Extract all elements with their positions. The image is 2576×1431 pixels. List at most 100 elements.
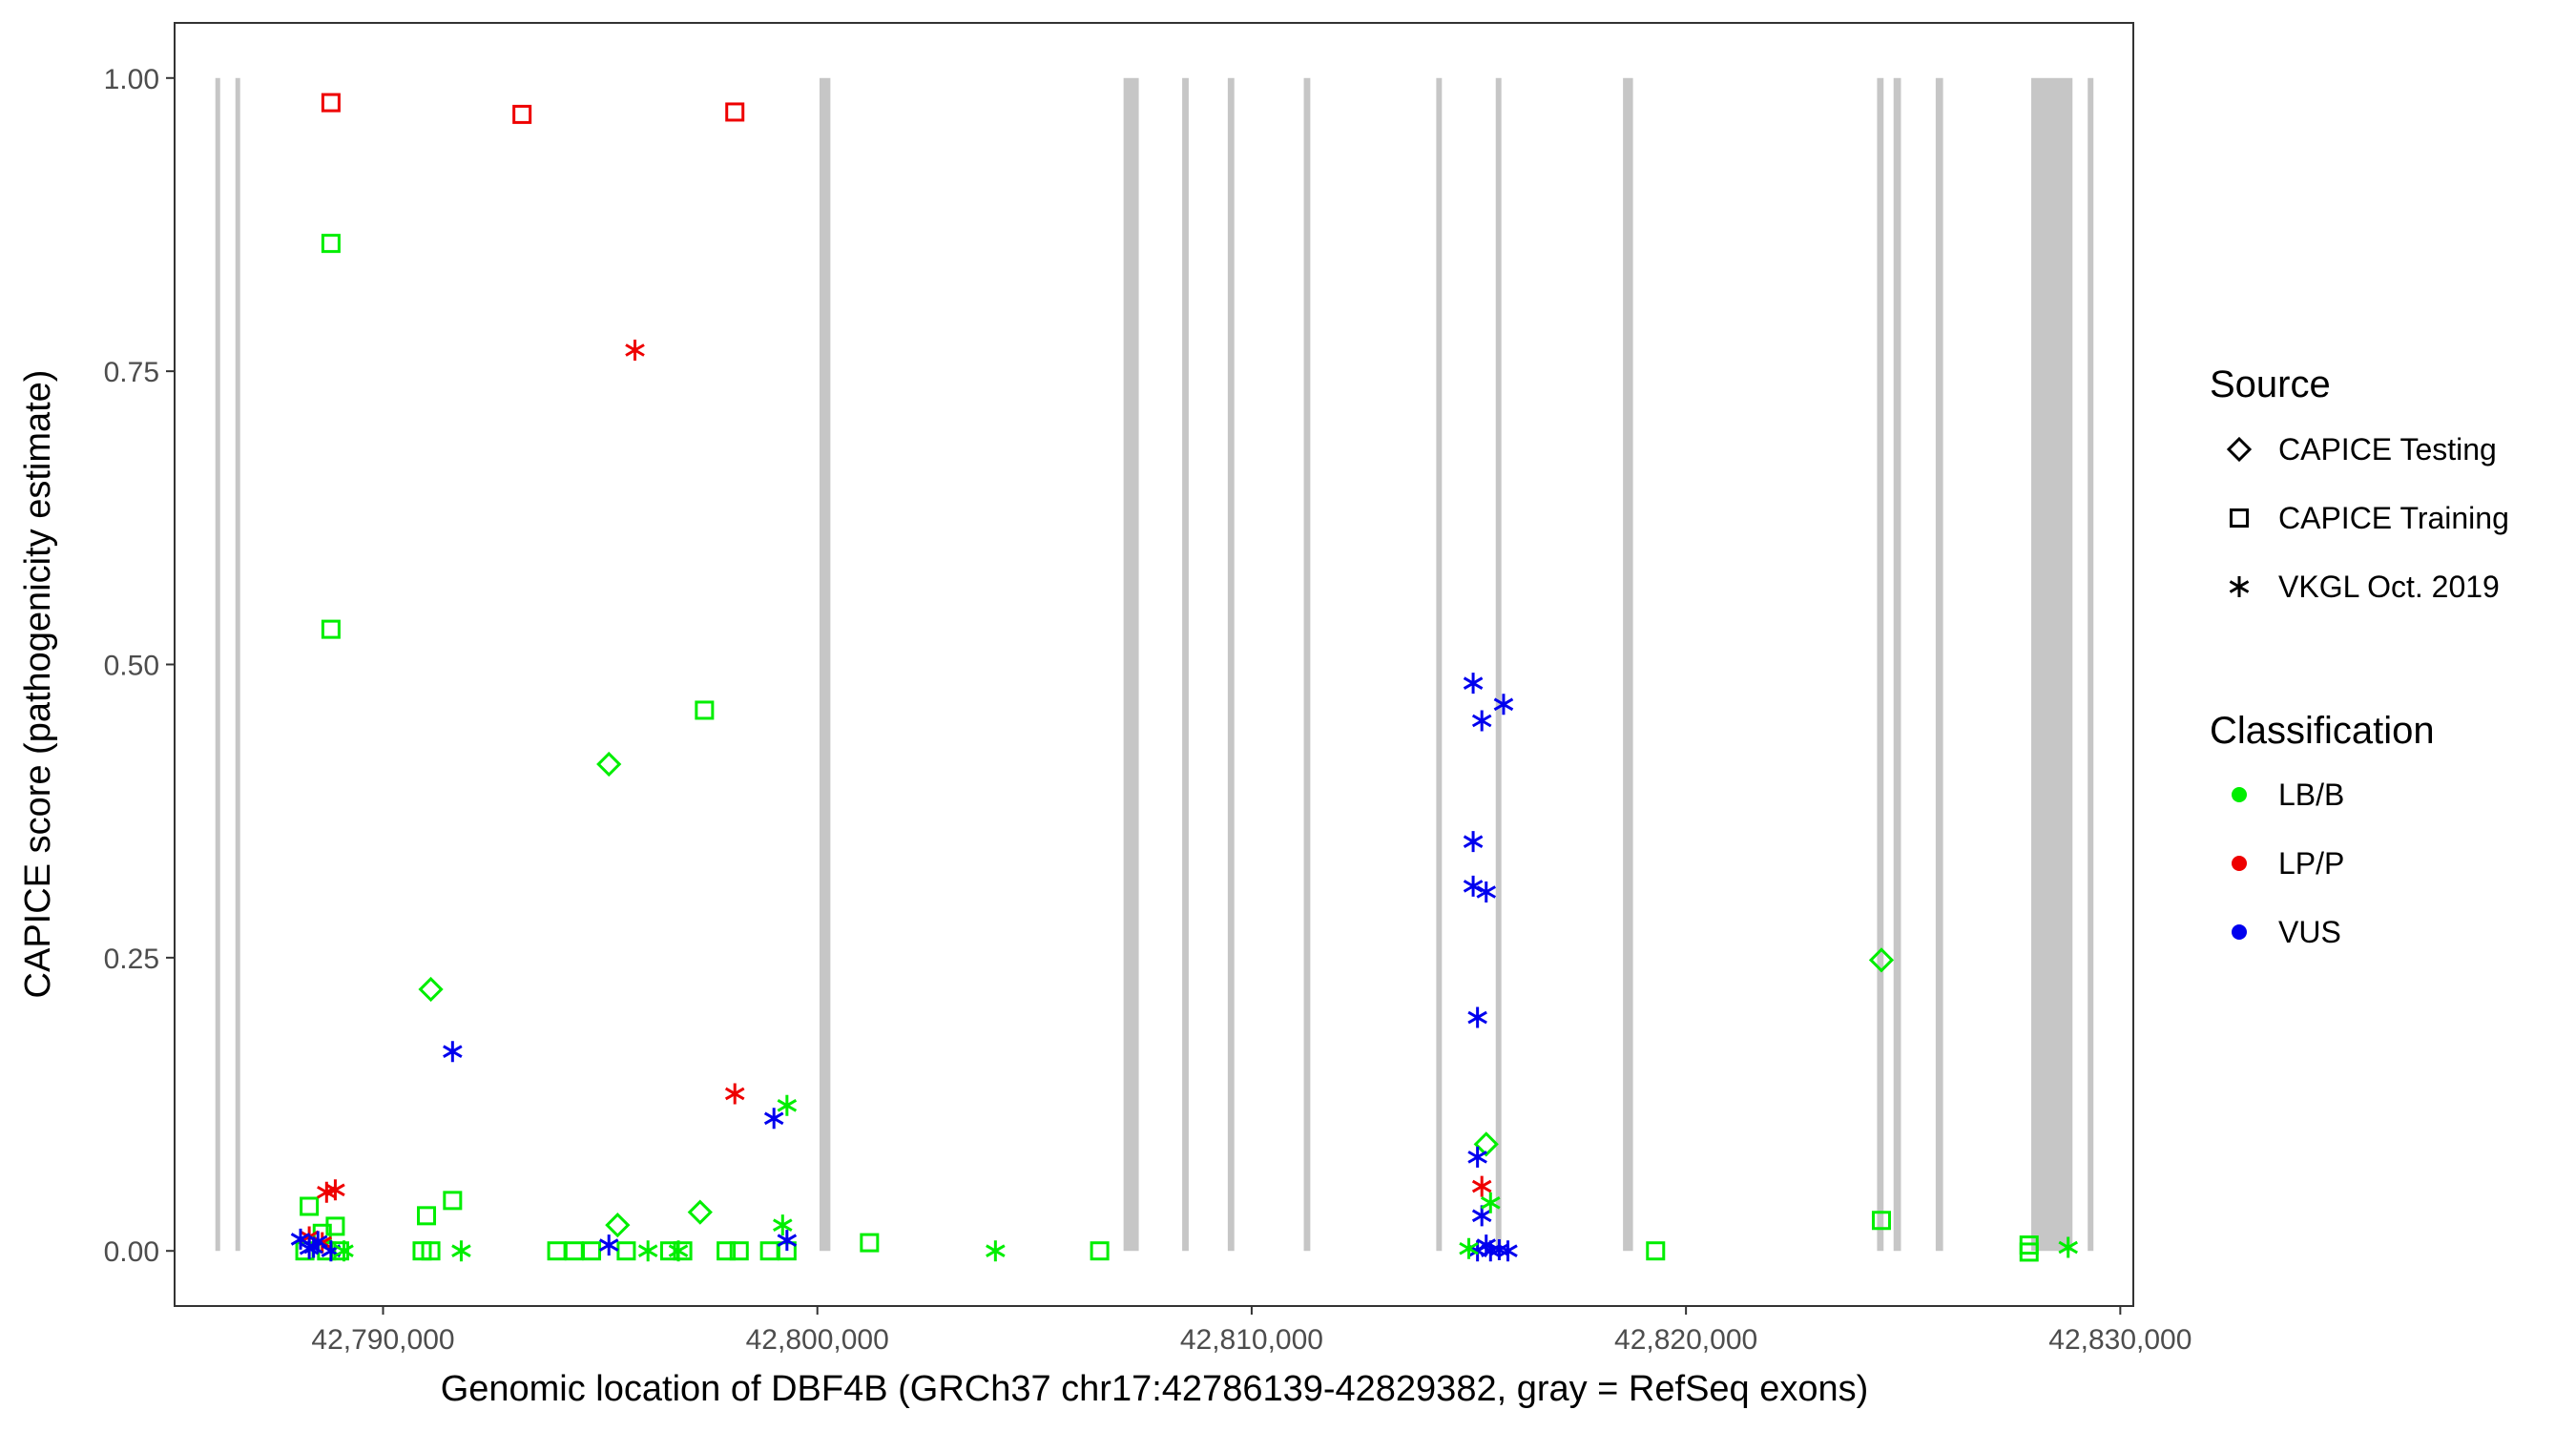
data-point — [417, 1206, 437, 1226]
data-point — [321, 234, 341, 254]
legend-source-title: Source — [2210, 363, 2331, 405]
data-point — [860, 1233, 880, 1253]
y-tick-label: 1.00 — [104, 64, 159, 95]
data-point — [1493, 694, 1514, 716]
y-tick-label: 0.25 — [104, 944, 159, 975]
data-point — [418, 976, 444, 1003]
data-point — [321, 93, 341, 113]
exon-band — [1877, 77, 1884, 1252]
exon-band — [1893, 77, 1901, 1252]
data-point — [773, 1214, 793, 1236]
data-point — [1467, 1146, 1487, 1168]
exon-band — [215, 77, 220, 1252]
x-tick-label: 42,810,000 — [1180, 1324, 1323, 1356]
exon-band — [1436, 77, 1443, 1252]
legend-class-label: VUS — [2278, 915, 2341, 949]
data-point — [1459, 1237, 1479, 1259]
data-point — [717, 1241, 737, 1261]
data-point — [443, 1041, 463, 1063]
data-point — [777, 1230, 798, 1252]
exon-band — [235, 77, 240, 1252]
data-point — [2019, 1242, 2039, 1262]
exon-band — [2031, 77, 2073, 1252]
data-point — [1090, 1241, 1110, 1261]
data-point — [605, 1213, 631, 1238]
x-tick-label: 42,820,000 — [1614, 1324, 1757, 1356]
exon-band — [1182, 77, 1189, 1252]
x-axis-title: Genomic location of DBF4B (GRCh37 chr17:… — [441, 1369, 1869, 1409]
y-tick-label: 0.75 — [104, 357, 159, 388]
data-point — [1481, 1192, 1501, 1213]
data-point — [1868, 947, 1895, 973]
data-point — [616, 1241, 636, 1261]
data-point — [317, 1181, 337, 1203]
exon-band — [1303, 77, 1311, 1252]
legend-class-key — [2232, 787, 2247, 802]
data-point — [598, 1234, 619, 1256]
data-point — [1498, 1240, 1518, 1262]
legend-source-label: CAPICE Testing — [2278, 432, 2497, 467]
data-point — [1476, 881, 1497, 903]
data-point — [512, 104, 532, 124]
data-point — [421, 1241, 441, 1261]
y-tick-label: 0.00 — [104, 1236, 159, 1268]
data-point — [2058, 1236, 2078, 1258]
data-points — [290, 93, 2078, 1262]
x-tick-label: 42,790,000 — [311, 1324, 454, 1356]
data-point — [724, 1083, 745, 1105]
data-point — [777, 1094, 798, 1116]
axes: 0.00 0.25 0.50 0.75 1.00 42,790,000 42,800,000… — [104, 22, 2192, 1356]
exon-band — [2088, 77, 2094, 1252]
legend: Source CAPICE Testing CAPICE Training VKGL … — [2210, 363, 2509, 949]
exon-band — [1495, 77, 1502, 1252]
data-point — [1471, 710, 1492, 732]
data-point — [1463, 831, 1484, 853]
legend-class-key — [2232, 924, 2247, 940]
plot-panel — [175, 23, 2133, 1306]
data-point — [1467, 1006, 1487, 1028]
legend-class-key — [2232, 856, 2247, 871]
exon-band — [819, 77, 831, 1252]
legend-class-label: LB/B — [2278, 778, 2344, 812]
panel-background — [175, 23, 2133, 1306]
data-point — [582, 1241, 602, 1261]
data-point — [668, 1240, 689, 1262]
data-point — [1471, 1175, 1492, 1197]
x-tick-label: 42,830,000 — [2048, 1324, 2192, 1356]
legend-source-key — [2230, 508, 2249, 528]
data-point — [1481, 1240, 1501, 1262]
x-tick-label: 42,800,000 — [746, 1324, 889, 1356]
y-axis-title: CAPICE score (pathogenicity estimate) — [18, 370, 58, 999]
data-point — [443, 1191, 463, 1211]
data-point — [1871, 1211, 1891, 1231]
exon-band — [1227, 77, 1235, 1252]
data-point — [695, 700, 715, 720]
data-point — [1463, 673, 1484, 695]
exon-band — [1935, 77, 1943, 1252]
data-point — [321, 619, 341, 639]
data-point — [986, 1240, 1006, 1262]
data-point — [596, 751, 622, 778]
legend-source-label: VKGL Oct. 2019 — [2278, 570, 2500, 604]
data-point — [334, 1240, 354, 1262]
data-point — [1473, 1131, 1499, 1157]
data-point — [300, 1196, 320, 1216]
data-point — [451, 1240, 471, 1262]
data-point — [729, 1241, 749, 1261]
y-tick-label: 0.50 — [104, 651, 159, 682]
data-point — [1646, 1241, 1666, 1261]
data-point — [625, 340, 645, 362]
legend-class-title: Classification — [2210, 710, 2435, 752]
legend-source-label: CAPICE Training — [2278, 501, 2509, 535]
exon-band — [1623, 77, 1633, 1252]
data-point — [637, 1240, 658, 1262]
legend-class-label: LP/P — [2278, 846, 2344, 881]
exon-bands — [215, 77, 2094, 1252]
data-point — [303, 1236, 323, 1258]
data-point — [763, 1108, 784, 1130]
data-point — [673, 1241, 693, 1261]
legend-source-key — [2226, 436, 2253, 463]
data-point — [725, 102, 745, 122]
data-point — [687, 1199, 713, 1225]
